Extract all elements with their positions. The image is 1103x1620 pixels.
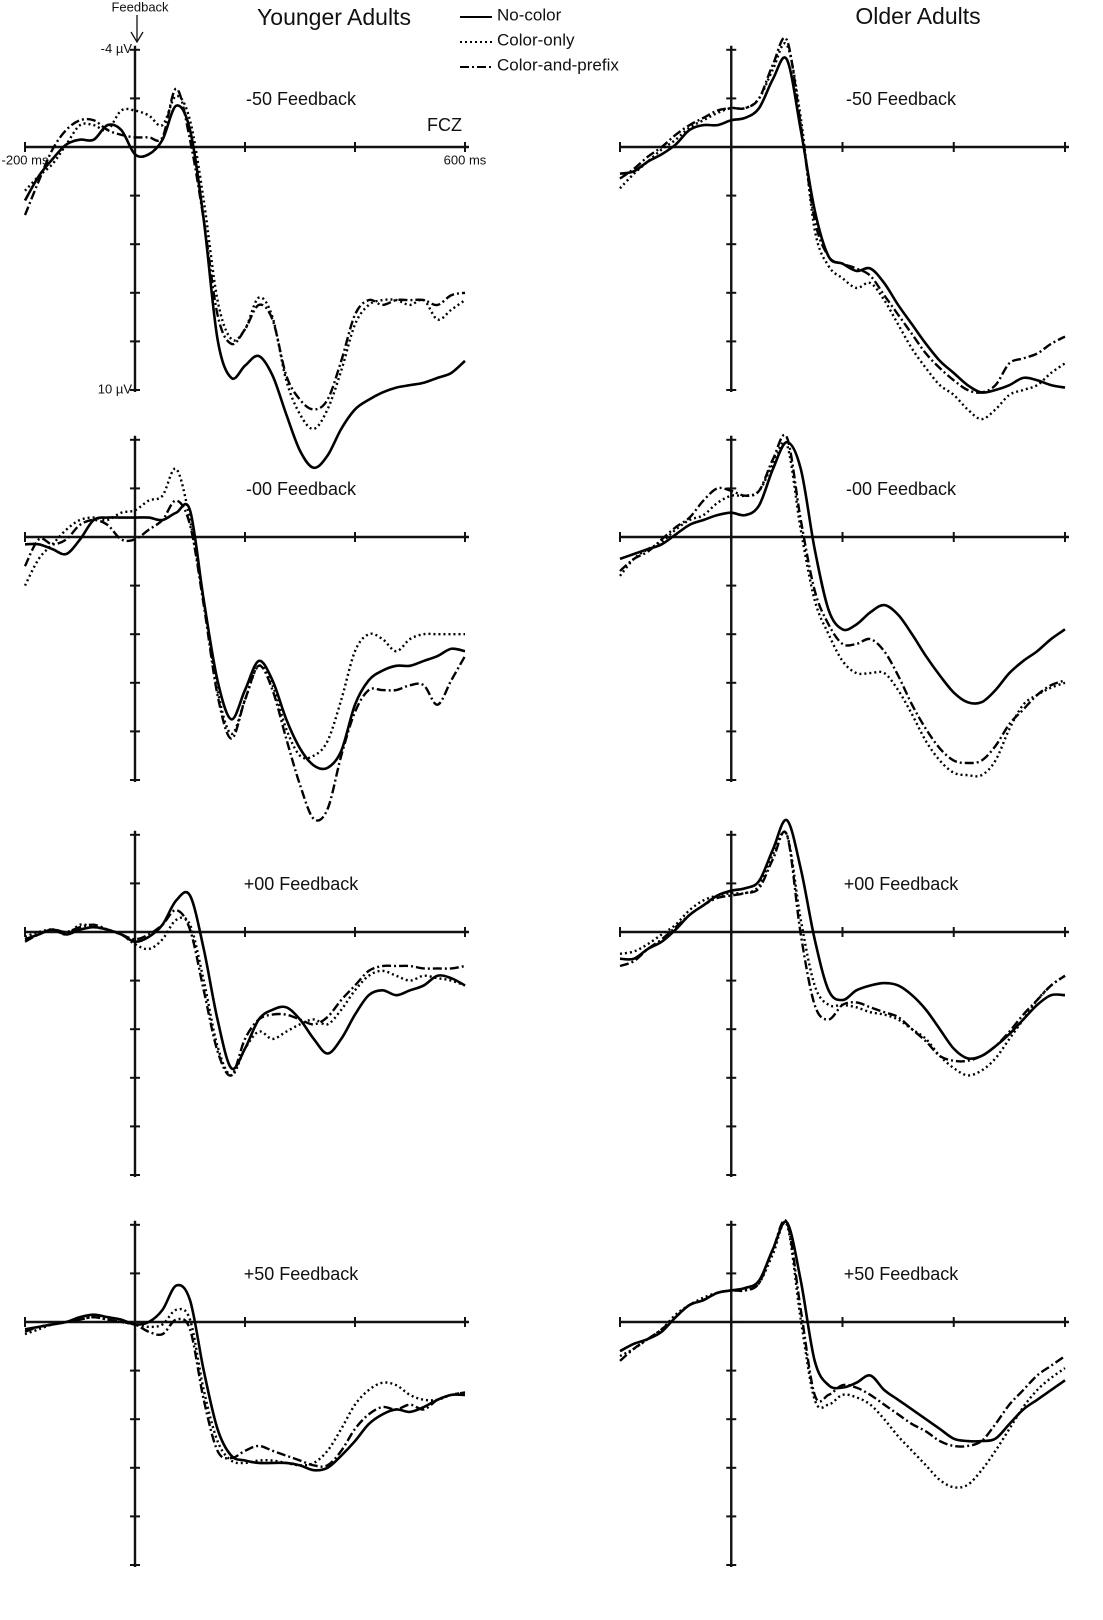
panel-title: -50 Feedback: [246, 89, 357, 109]
column-title: Older Adults: [855, 3, 980, 29]
erp-line: [619, 433, 1066, 765]
legend-label: Color-and-prefix: [497, 55, 619, 74]
erp-line: [24, 890, 466, 1071]
erp-line: [24, 94, 466, 431]
erp-line: [619, 830, 1066, 1077]
panel-title: +50 Feedback: [844, 1264, 960, 1284]
erp-line: [24, 1315, 466, 1468]
panel-title: +00 Feedback: [244, 874, 360, 894]
erp-line: [23, 87, 466, 411]
panel-title: +50 Feedback: [244, 1264, 360, 1284]
panel-title: -00 Feedback: [846, 479, 957, 499]
column-title: Younger Adults: [257, 4, 411, 30]
x-tick-label: -200 ms: [2, 152, 49, 167]
annotation: Feedback: [111, 0, 169, 14]
erp-line: [619, 42, 1066, 421]
erp-line: [619, 818, 1066, 1061]
erp-line: [24, 502, 466, 771]
erp-line: [23, 499, 467, 822]
legend-label: No-color: [497, 5, 562, 24]
erp-line: [24, 1307, 466, 1467]
y-tick-label: -4 µV: [101, 41, 133, 56]
erp-line: [619, 440, 1066, 778]
erp-line: [24, 916, 466, 1077]
panel-title: -00 Feedback: [246, 479, 357, 499]
y-tick-label: 10 µV: [98, 381, 133, 396]
erp-line: [619, 56, 1066, 394]
x-tick-label: 600 ms: [444, 152, 487, 167]
erp-line: [619, 1218, 1066, 1448]
erp-line: [619, 1221, 1066, 1489]
legend-label: Color-only: [497, 30, 575, 49]
annotation-arrow: [130, 15, 144, 44]
erp-line: [619, 440, 1066, 705]
panel-title: -50 Feedback: [846, 89, 957, 109]
erp-line: [24, 908, 466, 1077]
erp-line: [619, 830, 1066, 1063]
erp-line: [23, 104, 466, 470]
panel-title: +00 Feedback: [844, 874, 960, 894]
erp-line: [23, 467, 465, 760]
erp-line: [619, 36, 1066, 394]
erp-line: [619, 1220, 1066, 1443]
channel-label: FCZ: [427, 115, 462, 135]
erp-line: [24, 1283, 466, 1472]
